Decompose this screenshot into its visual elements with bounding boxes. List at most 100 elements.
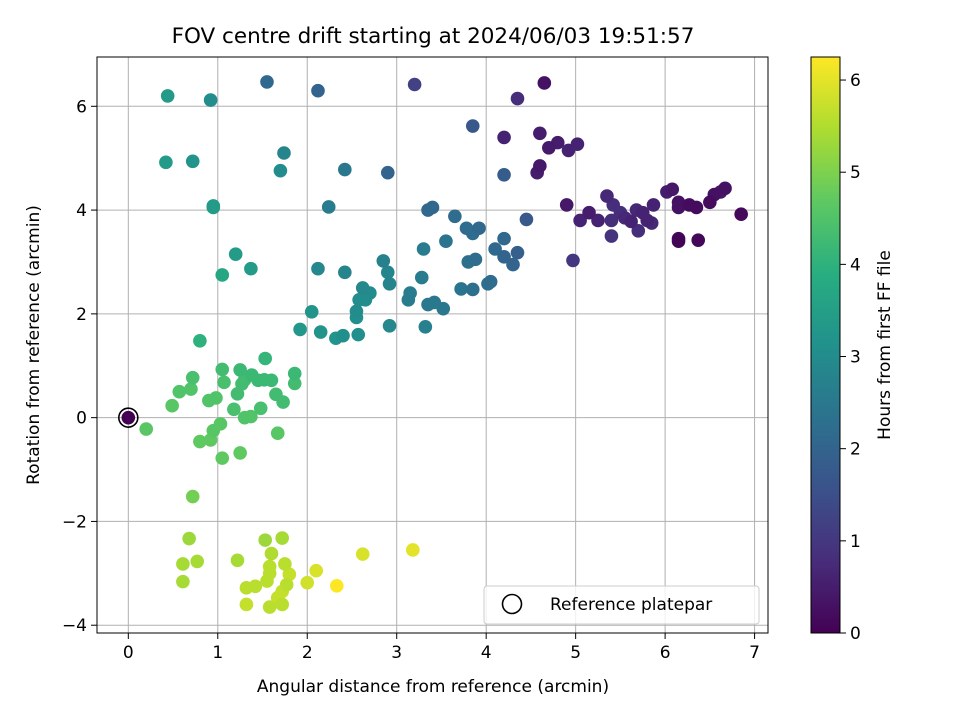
- y-tick-label: 6: [76, 97, 87, 117]
- scatter-point: [542, 141, 556, 155]
- y-gridlines: [97, 105, 768, 626]
- scatter-point: [454, 282, 468, 296]
- scatter-point: [228, 247, 243, 261]
- legend-label: Reference platepar: [550, 595, 712, 615]
- scatter-point: [239, 581, 254, 595]
- scatter-point: [382, 276, 397, 291]
- y-axis-ticks: −4 −2 0 2 4 6: [62, 97, 97, 636]
- reference-platepar-marker: [118, 407, 139, 428]
- chart-title: FOV centre drift starting at 2024/06/03 …: [172, 24, 695, 49]
- scatter-point: [691, 233, 706, 247]
- scatter-point: [279, 577, 294, 592]
- scatter-point: [202, 393, 216, 408]
- scatter-point: [287, 376, 302, 391]
- scatter-point: [401, 293, 416, 307]
- scatter-point: [203, 93, 218, 107]
- scatter-point: [193, 334, 207, 348]
- scatter-point: [304, 304, 319, 319]
- scatter-point: [497, 130, 511, 145]
- scatter-point: [176, 574, 190, 589]
- scatter-point: [321, 200, 336, 214]
- scatter-point: [665, 182, 680, 197]
- scatter-point: [604, 213, 619, 228]
- scatter-point: [139, 422, 154, 436]
- scatter-point: [193, 434, 207, 449]
- scatter-point: [355, 281, 370, 295]
- x-gridlines: [127, 57, 756, 633]
- scatter-point: [159, 155, 173, 170]
- scatter-point: [206, 199, 221, 213]
- legend-marker: [501, 593, 523, 615]
- scatter-point: [313, 325, 328, 339]
- colorbar-tick-label: 5: [850, 163, 861, 183]
- x-tick-label: 6: [660, 643, 671, 663]
- scatter-point: [351, 327, 366, 342]
- scatter-point: [436, 301, 451, 316]
- scatter-point: [533, 126, 547, 141]
- scatter-point: [227, 402, 241, 417]
- y-tick-label: 4: [76, 201, 87, 221]
- scatter-point: [483, 274, 498, 289]
- scatter-point: [439, 234, 453, 249]
- scatter-point: [734, 207, 748, 222]
- scatter-point: [172, 384, 187, 399]
- colorbar-tick-label: 4: [850, 255, 861, 275]
- scatter-point: [566, 253, 580, 268]
- colorbar-tick-label: 0: [850, 624, 861, 644]
- scatter-point: [258, 351, 272, 366]
- scatter-point: [275, 531, 289, 545]
- x-tick-label: 0: [123, 643, 134, 663]
- scatter-point: [190, 554, 205, 569]
- scatter-point: [421, 297, 435, 312]
- scatter-point: [176, 557, 190, 571]
- scatter-point: [121, 410, 136, 425]
- scatter-point: [689, 200, 704, 215]
- scatter-point: [262, 600, 277, 614]
- scatter-point: [600, 189, 614, 203]
- scatter-point: [338, 265, 352, 280]
- scatter-point: [206, 423, 221, 438]
- scatter-point: [559, 198, 574, 212]
- scatter-point: [519, 212, 534, 227]
- scatter-point: [311, 261, 325, 276]
- scatter-point: [533, 159, 547, 173]
- scatter-point: [646, 198, 661, 212]
- scatter-point: [338, 162, 352, 177]
- scatter-point: [182, 531, 196, 546]
- scatter-point: [416, 242, 431, 256]
- scatter-point: [624, 214, 638, 229]
- scatter-point: [244, 261, 258, 276]
- scatter-point: [244, 409, 258, 424]
- scatter-point: [352, 293, 366, 307]
- scatter-point: [537, 76, 552, 90]
- scatter-point: [233, 446, 247, 460]
- scatter-point: [671, 200, 686, 215]
- colorbar-tick-label: 2: [850, 440, 861, 460]
- scatter-point: [293, 322, 307, 337]
- data-points: [121, 75, 748, 614]
- x-axis-label: Angular distance from reference (arcmin): [257, 677, 609, 697]
- scatter-point: [260, 75, 274, 89]
- scatter-point: [465, 282, 480, 297]
- scatter-point: [273, 163, 288, 178]
- scatter-point: [215, 451, 230, 465]
- scatter-point: [631, 224, 646, 238]
- scatter-point: [233, 363, 247, 377]
- scatter-point: [497, 167, 511, 182]
- colorbar-tick-label: 6: [850, 71, 861, 91]
- scatter-point: [376, 254, 391, 268]
- scatter-point: [506, 257, 520, 272]
- colorbar-tick-label: 3: [850, 348, 861, 368]
- scatter-point: [185, 489, 200, 504]
- scatter-point: [253, 401, 268, 416]
- scatter-point: [718, 181, 732, 196]
- scatter-point: [185, 154, 200, 169]
- scatter-point: [510, 91, 525, 106]
- scatter-point: [570, 137, 585, 151]
- scatter-point: [573, 213, 587, 228]
- scatter-point: [282, 567, 297, 582]
- scatter-point: [497, 231, 511, 246]
- scatter-point: [270, 426, 285, 441]
- scatter-point: [640, 213, 655, 228]
